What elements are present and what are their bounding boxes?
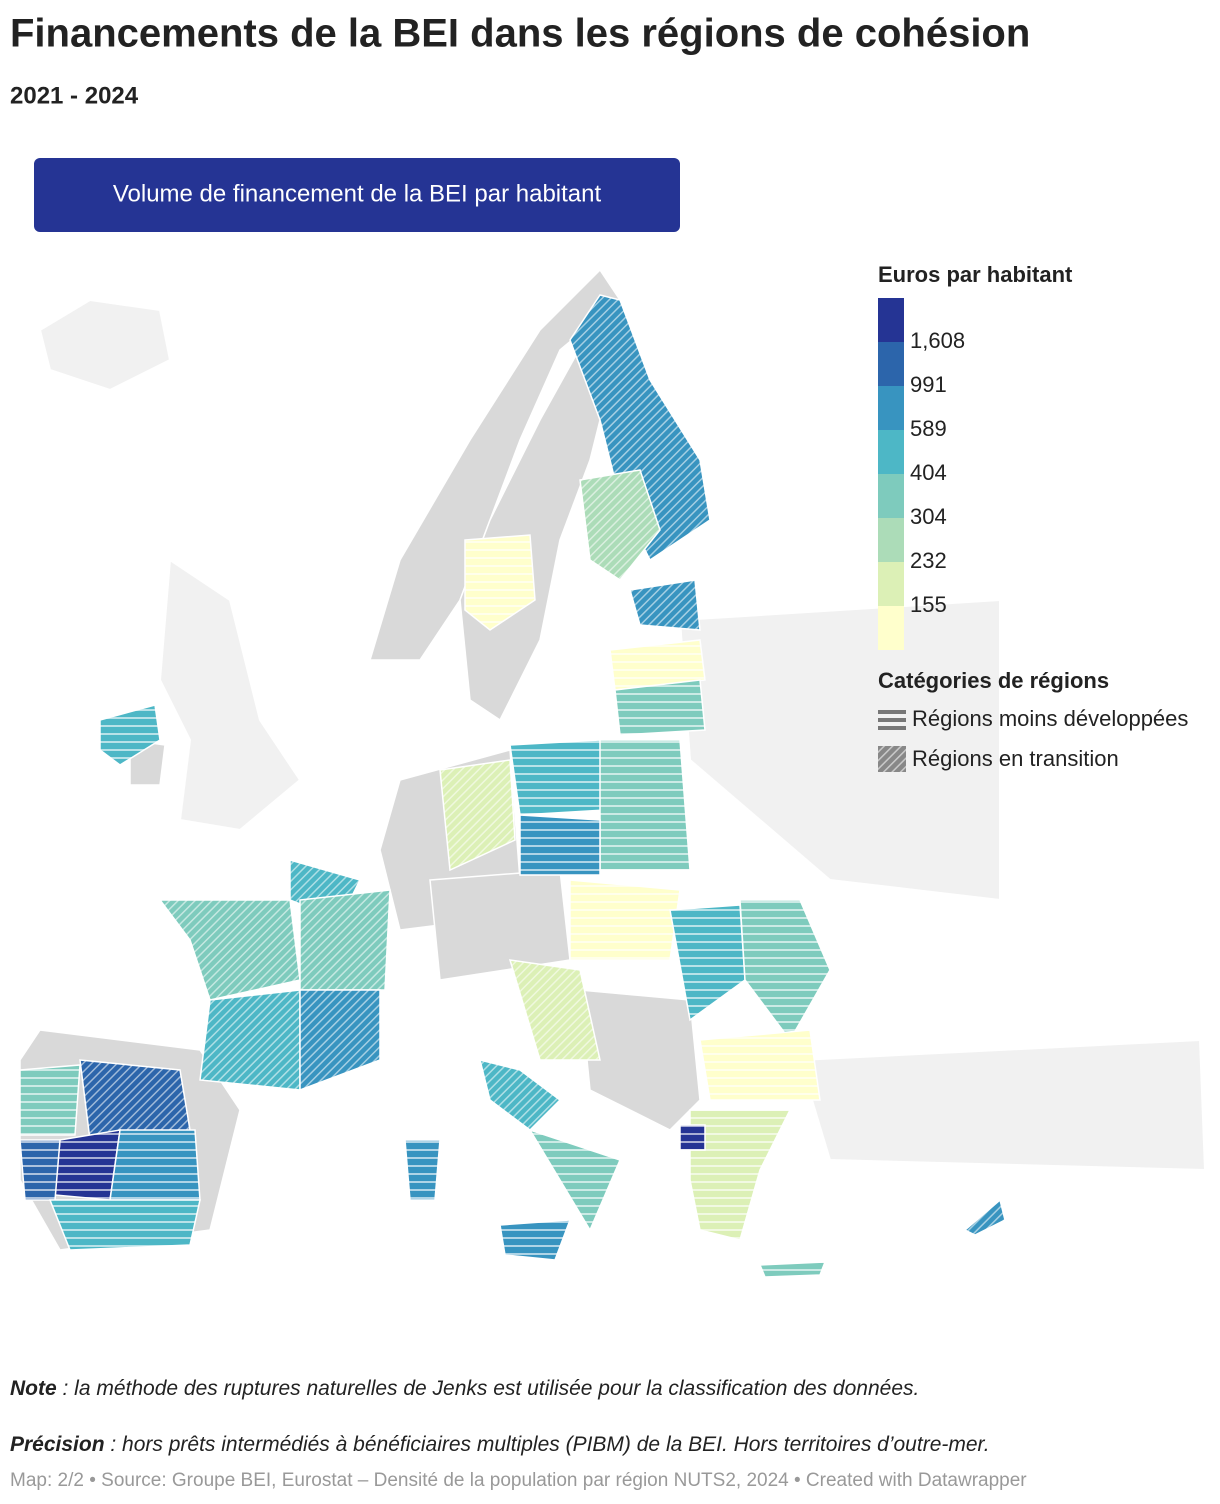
region-pattern <box>570 880 680 960</box>
legend-break: 155 <box>910 592 947 617</box>
region-pattern <box>670 905 745 1020</box>
region-pattern <box>50 1200 200 1250</box>
region-pattern <box>480 1060 560 1130</box>
legend-break: 232 <box>910 548 947 573</box>
region-pattern <box>300 990 380 1090</box>
legend-break: 1,608 <box>910 328 965 353</box>
region-pattern <box>80 1060 190 1140</box>
legend-swatch <box>878 474 904 518</box>
note-label: Note <box>10 1377 57 1400</box>
footer: Map: 2/2 • Source: Groupe BEI, Eurostat … <box>10 1470 1027 1491</box>
legend-swatch <box>878 430 904 474</box>
legend-title: Euros par habitant <box>878 262 1073 287</box>
legend-categories-title: Catégories de régions <box>878 668 1109 693</box>
region-pattern <box>680 1125 705 1150</box>
region-pattern <box>690 1110 790 1240</box>
region-pattern <box>20 1140 60 1200</box>
legend-icon <box>878 710 906 772</box>
region-pattern <box>610 640 705 690</box>
region-pattern <box>615 680 705 735</box>
note-text: : hors prêts intermédiés à bénéficiaires… <box>105 1433 990 1456</box>
region-pattern <box>20 1065 80 1135</box>
legend-break: 404 <box>910 460 947 485</box>
region-pattern <box>405 1140 440 1200</box>
tab-button[interactable] <box>34 158 680 232</box>
region-pattern <box>530 1130 620 1230</box>
region-pattern <box>760 1262 825 1277</box>
region-pattern <box>510 960 600 1060</box>
legend-swatch <box>878 606 904 650</box>
region-pattern <box>440 760 515 870</box>
note: Précision : hors prêts intermédiés à bén… <box>10 1433 990 1456</box>
title: Financements de la BEI dans les régions … <box>10 12 1030 56</box>
region-pattern <box>965 1200 1005 1235</box>
note: Note : la méthode des ruptures naturelle… <box>10 1377 919 1400</box>
legend-swatch <box>878 386 904 430</box>
subtitle: 2021 - 2024 <box>10 82 139 109</box>
region-pattern <box>110 1130 200 1200</box>
region-pattern <box>300 890 390 990</box>
legend-swatch <box>878 298 904 342</box>
region-pattern <box>740 900 830 1040</box>
tab-button-label[interactable]: Volume de financement de la BEI par habi… <box>113 180 602 207</box>
region-pattern <box>160 900 300 1000</box>
legend-category: Régions moins développées <box>912 706 1188 731</box>
legend-break: 991 <box>910 372 947 397</box>
note-label: Précision <box>10 1433 105 1456</box>
region-pattern <box>500 1220 570 1260</box>
region-pattern <box>700 1030 820 1100</box>
legend-break: 304 <box>910 504 947 529</box>
legend-scale: 1,608 991 589 404 304 232 155 <box>878 298 965 650</box>
region-pattern <box>510 740 605 815</box>
legend-category: Régions en transition <box>912 746 1119 771</box>
legend-swatch <box>878 342 904 386</box>
region-pattern <box>465 535 535 630</box>
region-pattern <box>580 470 660 580</box>
region-pattern <box>520 815 600 875</box>
region-pattern <box>55 1130 120 1200</box>
legend-break: 589 <box>910 416 947 441</box>
note-text: : la méthode des ruptures naturelles de … <box>57 1377 920 1400</box>
region-pattern <box>100 705 160 765</box>
region-pattern <box>200 990 300 1090</box>
region-pattern <box>600 740 690 870</box>
legend-swatch <box>878 562 904 606</box>
map <box>19 268 1207 1278</box>
legend-swatch <box>878 518 904 562</box>
region-pattern <box>570 295 710 560</box>
region-pattern <box>630 580 700 630</box>
